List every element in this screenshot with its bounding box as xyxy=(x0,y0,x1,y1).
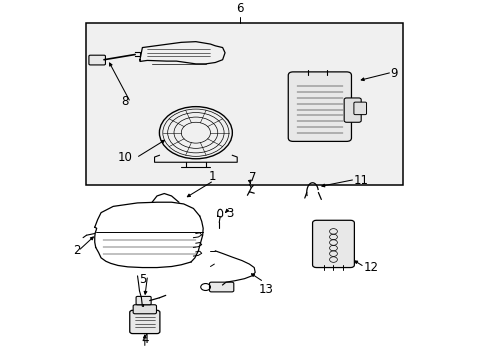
Text: 8: 8 xyxy=(122,95,129,108)
Text: 13: 13 xyxy=(259,283,273,296)
FancyBboxPatch shape xyxy=(353,102,366,114)
Text: 7: 7 xyxy=(248,171,256,184)
Text: 6: 6 xyxy=(235,2,243,15)
Text: 11: 11 xyxy=(353,174,368,187)
FancyBboxPatch shape xyxy=(136,296,151,305)
Text: 2: 2 xyxy=(73,244,81,257)
FancyBboxPatch shape xyxy=(287,72,351,141)
Text: 4: 4 xyxy=(141,333,148,346)
FancyBboxPatch shape xyxy=(344,98,361,122)
Text: 1: 1 xyxy=(209,170,216,183)
Text: 10: 10 xyxy=(118,150,132,163)
FancyBboxPatch shape xyxy=(129,310,160,334)
Text: 12: 12 xyxy=(363,261,378,274)
Bar xyxy=(86,23,402,185)
FancyBboxPatch shape xyxy=(312,220,354,267)
FancyBboxPatch shape xyxy=(133,305,156,314)
FancyBboxPatch shape xyxy=(89,55,105,65)
Text: 3: 3 xyxy=(225,207,233,220)
Text: 9: 9 xyxy=(389,67,397,80)
FancyBboxPatch shape xyxy=(209,282,233,292)
Text: 5: 5 xyxy=(139,273,146,286)
